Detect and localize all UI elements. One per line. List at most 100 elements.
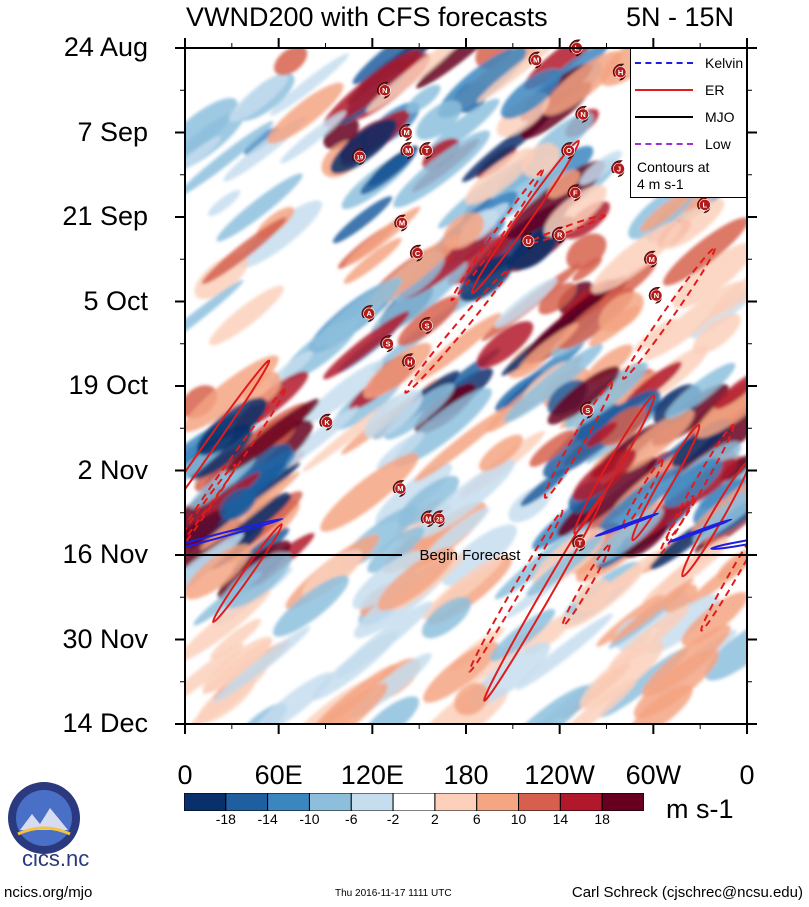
legend-kelvin: Kelvin <box>635 55 743 71</box>
storm-label: T <box>425 146 430 155</box>
storm-label: M <box>533 56 539 65</box>
wave-contour <box>700 514 747 632</box>
anomaly-blob <box>323 311 410 380</box>
anomaly-blob <box>714 370 747 410</box>
wave-contour <box>185 517 284 569</box>
anomaly-blob <box>185 355 279 433</box>
storm-disc <box>402 144 415 157</box>
x-tick-label: 60W <box>625 760 682 790</box>
legend-er: ER <box>635 82 724 98</box>
anomaly-blob <box>504 685 593 724</box>
storm-marker: T <box>572 534 586 552</box>
anomaly-blob <box>557 281 595 314</box>
anomaly-blob <box>185 543 252 600</box>
anomaly-blob <box>360 149 417 195</box>
anomaly-blob <box>585 421 618 448</box>
anomaly-blob <box>200 471 300 550</box>
legend-kelvin-line <box>635 62 693 64</box>
anomaly-blob <box>269 350 314 386</box>
storm-disc <box>400 126 413 139</box>
anomaly-blob <box>596 466 683 536</box>
storm-disc <box>613 162 625 175</box>
anomaly-blob <box>576 403 620 441</box>
legend-kelvin-label: Kelvin <box>705 55 744 71</box>
anomaly-blob <box>529 430 575 467</box>
anomaly-blob <box>185 279 244 356</box>
storm-disc <box>522 235 535 248</box>
anomaly-blob <box>665 362 736 419</box>
storm-marker: M <box>420 510 435 528</box>
anomaly-blob <box>202 636 273 693</box>
anomaly-blob <box>662 458 723 508</box>
storm-label: S <box>585 406 590 415</box>
anomaly-blob <box>579 640 664 709</box>
contour-note-line-2: 4 m s-1 <box>637 176 684 192</box>
colorbar-tick-label: -2 <box>386 811 400 827</box>
colorbar-swatch <box>308 793 352 811</box>
anomaly-blob <box>225 398 320 473</box>
wave-contour <box>631 423 701 542</box>
storm-marker: A <box>361 305 376 322</box>
storm-disc <box>382 337 394 350</box>
anomaly-blob <box>547 366 620 425</box>
storm-marker: R <box>552 226 566 244</box>
cics-logo <box>8 782 80 854</box>
storm-label: A <box>367 309 373 318</box>
anomaly-blob <box>476 321 534 369</box>
colorbar-tick-label: -6 <box>345 811 358 827</box>
footer-timestamp: Thu 2016-11-17 1111 UTC <box>335 888 452 899</box>
x-tick-label: 180 <box>443 760 489 790</box>
storm-label: M <box>405 146 411 155</box>
storm-label: M <box>425 514 431 523</box>
anomaly-blob <box>663 584 698 613</box>
storm-label: H <box>618 68 623 77</box>
anomaly-blob <box>470 642 551 707</box>
anomaly-blob <box>572 448 637 501</box>
logo-arc <box>17 826 71 836</box>
anomaly-blob <box>500 68 562 119</box>
storm-label: M <box>404 128 410 137</box>
y-tick-label: 7 Sep <box>77 116 148 147</box>
colorbar-swatch <box>476 793 520 811</box>
storm-label: M <box>397 484 403 493</box>
anomaly-blob <box>695 371 747 438</box>
anomaly-blob <box>479 434 523 472</box>
anomaly-blob <box>606 550 662 594</box>
wave-contour <box>185 388 287 565</box>
anomaly-blob <box>228 74 289 122</box>
storm-label: M <box>649 255 655 264</box>
anomaly-blob <box>588 305 640 347</box>
storm-marker: 19 <box>352 148 366 165</box>
wave-contour <box>185 463 237 575</box>
anomaly-blob <box>185 643 244 704</box>
storm-disc <box>411 247 424 260</box>
colorbar-tick-label: -14 <box>257 811 278 827</box>
storm-label: N <box>580 110 585 119</box>
chart-title: VWND200 with CFS forecasts <box>186 2 548 32</box>
footer-url[interactable]: ncics.org/mjo <box>4 884 93 901</box>
anomaly-blob <box>681 592 747 646</box>
anomaly-blob <box>201 217 287 285</box>
storm-label: M <box>399 219 405 228</box>
storm-label: U <box>526 237 531 246</box>
legend-er-line <box>635 89 693 91</box>
anomaly-blob <box>210 618 262 660</box>
anomaly-blob <box>515 613 613 690</box>
storm-disc <box>403 355 416 368</box>
anomaly-blob <box>692 313 741 355</box>
anomaly-blob <box>207 190 241 217</box>
anomaly-blob <box>557 456 658 537</box>
storm-marker: S <box>419 317 433 334</box>
storm-disc <box>321 416 333 429</box>
storm-label: 28 <box>436 517 443 523</box>
anomaly-blob <box>710 268 747 317</box>
anomaly-blob <box>323 49 421 127</box>
storm-marker: N <box>377 81 391 99</box>
storm-marker: N <box>648 287 663 304</box>
contour-note-line-1: Contours at <box>637 159 710 175</box>
storm-disc <box>650 289 663 302</box>
storm-marker: U <box>520 232 535 250</box>
anomaly-blob <box>290 683 388 724</box>
storm-disc <box>433 512 446 525</box>
anomaly-blob <box>591 221 682 294</box>
